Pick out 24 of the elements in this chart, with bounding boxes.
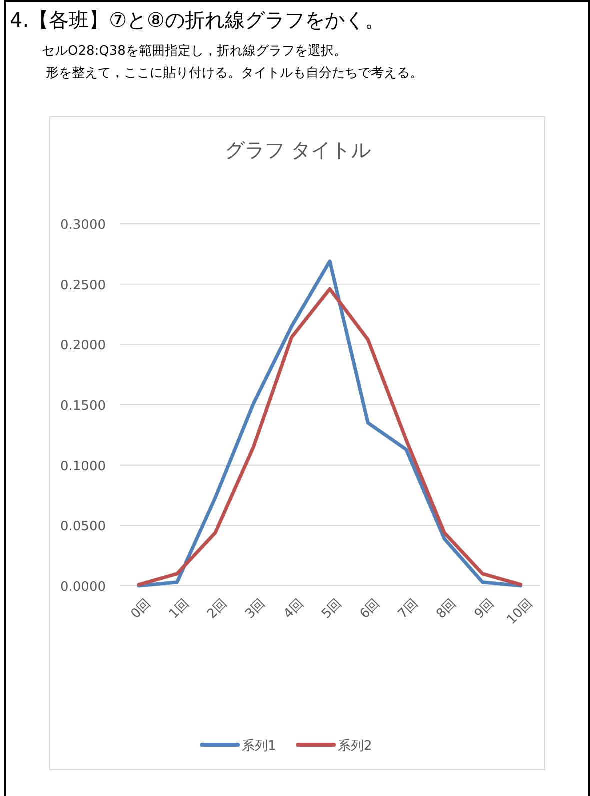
x-tick-label: 3回 — [243, 596, 269, 622]
x-tick-label: 4回 — [281, 596, 307, 622]
legend-label: 系列2 — [338, 739, 372, 754]
y-tick-label: 0.2500 — [60, 278, 106, 294]
y-tick-label: 0.0500 — [60, 520, 106, 535]
x-tick-label: 10回 — [504, 596, 536, 628]
x-tick-label: 6回 — [358, 596, 384, 622]
x-tick-label: 5回 — [319, 596, 346, 622]
x-tick-label: 9回 — [472, 596, 498, 622]
x-tick-label: 1回 — [166, 596, 192, 622]
x-tick-label: 8回 — [434, 596, 460, 622]
text: 形を整えて，ここに貼り付ける。タイトルも自分たちで考える。 — [46, 66, 423, 81]
y-tick-label: 0.1500 — [60, 399, 106, 414]
y-tick-label: 0.3000 — [60, 218, 106, 233]
y-tick-label: 0.1000 — [60, 459, 106, 474]
y-tick-label: 0.0000 — [60, 580, 106, 595]
y-tick-label: 0.2000 — [60, 338, 106, 354]
x-tick-label: 0回 — [128, 596, 154, 622]
legend-label: 系列1 — [242, 739, 276, 754]
chart-title: グラフ タイトル — [224, 138, 372, 162]
text: セルO28:Q38を範囲指定し，折れ線グラフを選択。 — [42, 44, 347, 59]
x-tick-label: 7回 — [396, 596, 422, 622]
x-tick-label: 2回 — [204, 596, 231, 622]
text: 4.【各班】⑦と⑧の折れ線グラフをかく。 — [10, 8, 385, 32]
